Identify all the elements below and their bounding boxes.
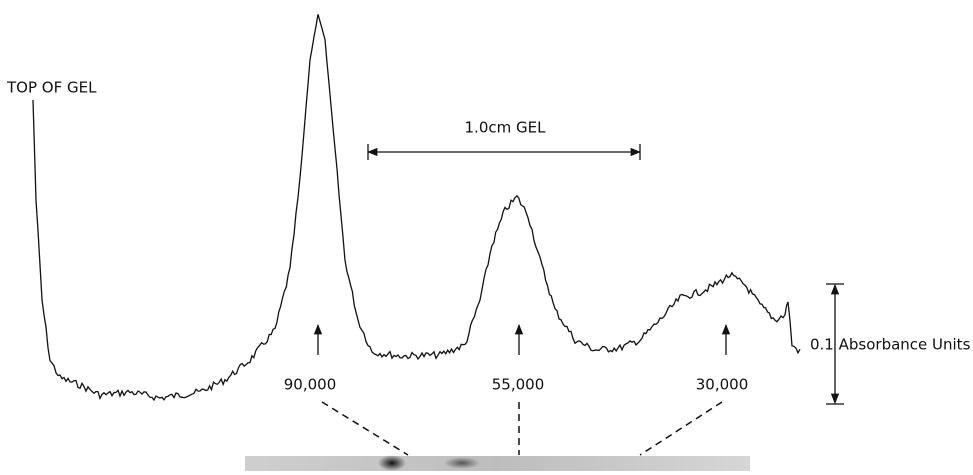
band-label: 55,000 [492, 376, 545, 394]
gel-strip [245, 456, 750, 471]
scale-label: 1.0cm GEL [465, 119, 547, 137]
dashed-guides [321, 401, 723, 456]
gel-band [444, 457, 480, 469]
band-label: 90,000 [284, 376, 337, 394]
band-label: 30,000 [696, 376, 749, 394]
absorbance-label: 0.1 Absorbance Units [810, 336, 971, 354]
densitometer-trace [32, 14, 801, 402]
top-label: TOP OF GEL [6, 79, 97, 97]
gel-band [378, 455, 406, 471]
